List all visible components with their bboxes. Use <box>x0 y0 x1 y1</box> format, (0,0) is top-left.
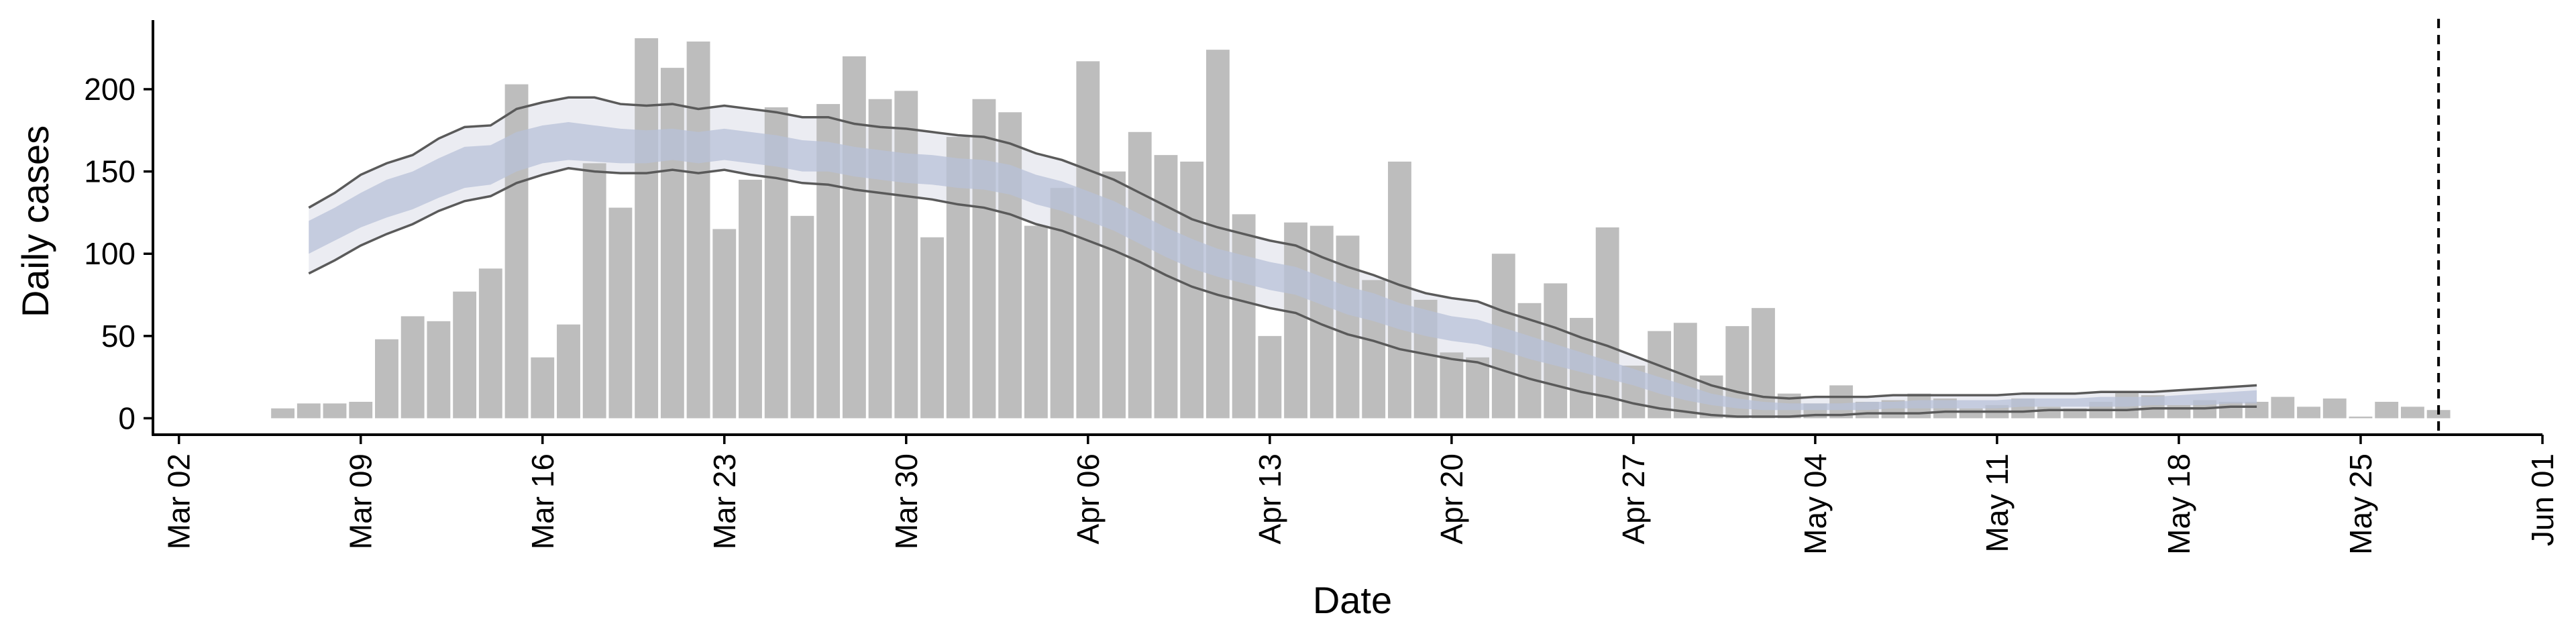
bar <box>739 179 762 419</box>
x-tick-label: May 25 <box>2343 453 2378 555</box>
x-tick-label: May 04 <box>1798 453 1833 555</box>
x-tick-label: Apr 06 <box>1071 453 1106 545</box>
bar <box>998 112 1022 419</box>
bar <box>1258 335 1282 419</box>
y-tick-label: 0 <box>118 400 136 435</box>
bar <box>323 403 347 419</box>
bar <box>1205 50 1230 419</box>
outer-band-layer <box>309 97 2257 417</box>
lower-bound-line <box>308 166 2257 418</box>
x-tick-label: Mar 02 <box>162 453 197 549</box>
bar <box>1128 131 1152 419</box>
bar <box>894 91 918 419</box>
x-tick-label: Mar 30 <box>889 453 924 549</box>
bar <box>1959 408 1983 419</box>
bar <box>2218 401 2243 419</box>
upper-bound-line <box>308 96 2257 400</box>
y-axis-title: Daily cases <box>14 125 56 317</box>
inner-band-layer <box>309 122 2257 411</box>
x-tick-label: Apr 13 <box>1252 453 1287 545</box>
x-axis-title: Date <box>1313 579 1392 621</box>
y-tick-label: 150 <box>84 154 136 189</box>
bar <box>1440 352 1464 419</box>
bar <box>2322 398 2347 419</box>
inner-band <box>309 122 2257 411</box>
x-tick-label: Apr 20 <box>1434 453 1469 545</box>
bar <box>2297 407 2320 419</box>
x-tick-label: May 18 <box>2161 453 2196 555</box>
bar <box>1648 331 1672 419</box>
bar <box>1388 161 1411 419</box>
bar <box>660 68 684 419</box>
bar <box>1752 308 1775 419</box>
x-tick-label: Apr 27 <box>1616 453 1651 545</box>
bar <box>868 99 892 419</box>
band-lines-layer <box>308 96 2257 418</box>
bar <box>400 316 425 419</box>
bar <box>635 38 659 419</box>
bar <box>478 268 502 419</box>
bar <box>790 215 814 419</box>
y-tick-label: 200 <box>84 72 136 107</box>
bar <box>427 321 451 419</box>
bar <box>2400 407 2424 419</box>
bar <box>712 229 737 419</box>
x-tick-label: May 11 <box>1980 453 2015 552</box>
bar <box>972 99 996 419</box>
bar <box>1154 155 1178 419</box>
bar <box>1024 225 1048 419</box>
y-tick-label: 100 <box>84 236 136 271</box>
bar <box>349 401 373 419</box>
bar <box>453 291 477 419</box>
bar <box>582 163 606 419</box>
bar <box>920 237 944 419</box>
bar <box>2271 396 2295 419</box>
bar <box>2037 407 2061 419</box>
bar <box>1050 188 1074 419</box>
x-tick-label: Mar 09 <box>343 453 378 549</box>
outer-band <box>309 97 2257 417</box>
bar <box>1466 357 1490 419</box>
bar <box>557 324 580 419</box>
bar <box>375 339 398 419</box>
x-tick-label: Mar 16 <box>525 453 560 549</box>
bar <box>2375 401 2399 419</box>
bar <box>1673 323 1697 419</box>
bar <box>1595 227 1619 419</box>
bar <box>1232 214 1256 419</box>
bar <box>2349 417 2373 419</box>
bar <box>1284 222 1307 419</box>
bar <box>271 408 295 419</box>
y-tick-label: 50 <box>101 319 136 354</box>
bar <box>842 56 866 419</box>
bar <box>531 357 555 419</box>
bars-layer <box>271 38 2451 419</box>
bar <box>297 403 321 419</box>
x-tick-label: Jun 01 <box>2525 453 2560 546</box>
x-tick-label: Mar 23 <box>707 453 742 549</box>
bar <box>1829 385 1854 419</box>
axes: 0 50 100 150 200 Mar 02 Mar 09 Mar 16 Mar 23 Mar … <box>84 20 2560 555</box>
bar <box>686 41 710 419</box>
bar <box>2167 405 2191 419</box>
bar <box>2245 401 2269 419</box>
bar <box>608 207 633 419</box>
